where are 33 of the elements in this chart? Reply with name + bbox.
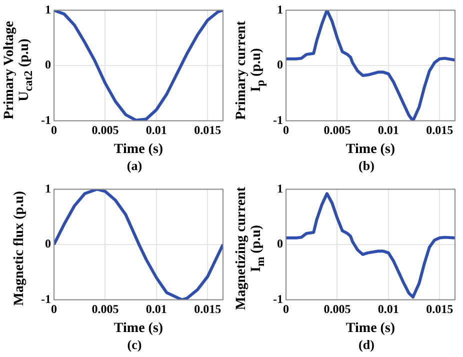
y-tick-label: -1	[272, 112, 283, 127]
y-tick-label: 0	[44, 236, 51, 250]
x-axis-title: Time (s)	[346, 320, 396, 336]
y-tick-label: -1	[40, 112, 51, 127]
text: (b)	[358, 158, 374, 173]
x-tick-label: 0.015	[194, 302, 222, 316]
y-tick-label: 1	[44, 2, 51, 16]
y-tick-label: 0	[276, 58, 283, 72]
x-tick-label: 0.01	[378, 123, 399, 138]
x-axis-title: Time (s)	[114, 320, 164, 336]
text: (d)	[358, 336, 374, 352]
text: (c)	[127, 336, 142, 352]
x-tick-label: 0.01	[378, 302, 399, 316]
x-tick-label: 0.005	[92, 302, 119, 316]
y-tick-label: -1	[272, 291, 283, 306]
x-tick-label: 0.01	[146, 302, 167, 316]
y-tick-label: -1	[40, 291, 51, 306]
y-tick-label: 0	[276, 236, 283, 250]
text: (a)	[126, 158, 142, 173]
x-tick-label: 0.015	[426, 302, 454, 316]
x-tick-label: 0.01	[146, 123, 167, 138]
y-tick-label: 1	[276, 180, 283, 195]
x-tick-label: 0.005	[324, 302, 351, 316]
y-axis-title: Magnetic flux (p.u)	[12, 191, 26, 306]
x-tick-label: 0.015	[426, 123, 454, 138]
y-tick-label: 0	[44, 58, 51, 72]
x-axis-title: Time (s)	[114, 142, 164, 158]
x-tick-label: 0.005	[92, 123, 119, 138]
y-tick-label: 1	[44, 180, 51, 195]
y-tick-label: 1	[276, 2, 283, 16]
x-axis-title: Time (s)	[346, 142, 396, 158]
x-tick-label: 0.005	[324, 123, 351, 138]
x-tick-label: 0.015	[194, 123, 222, 138]
